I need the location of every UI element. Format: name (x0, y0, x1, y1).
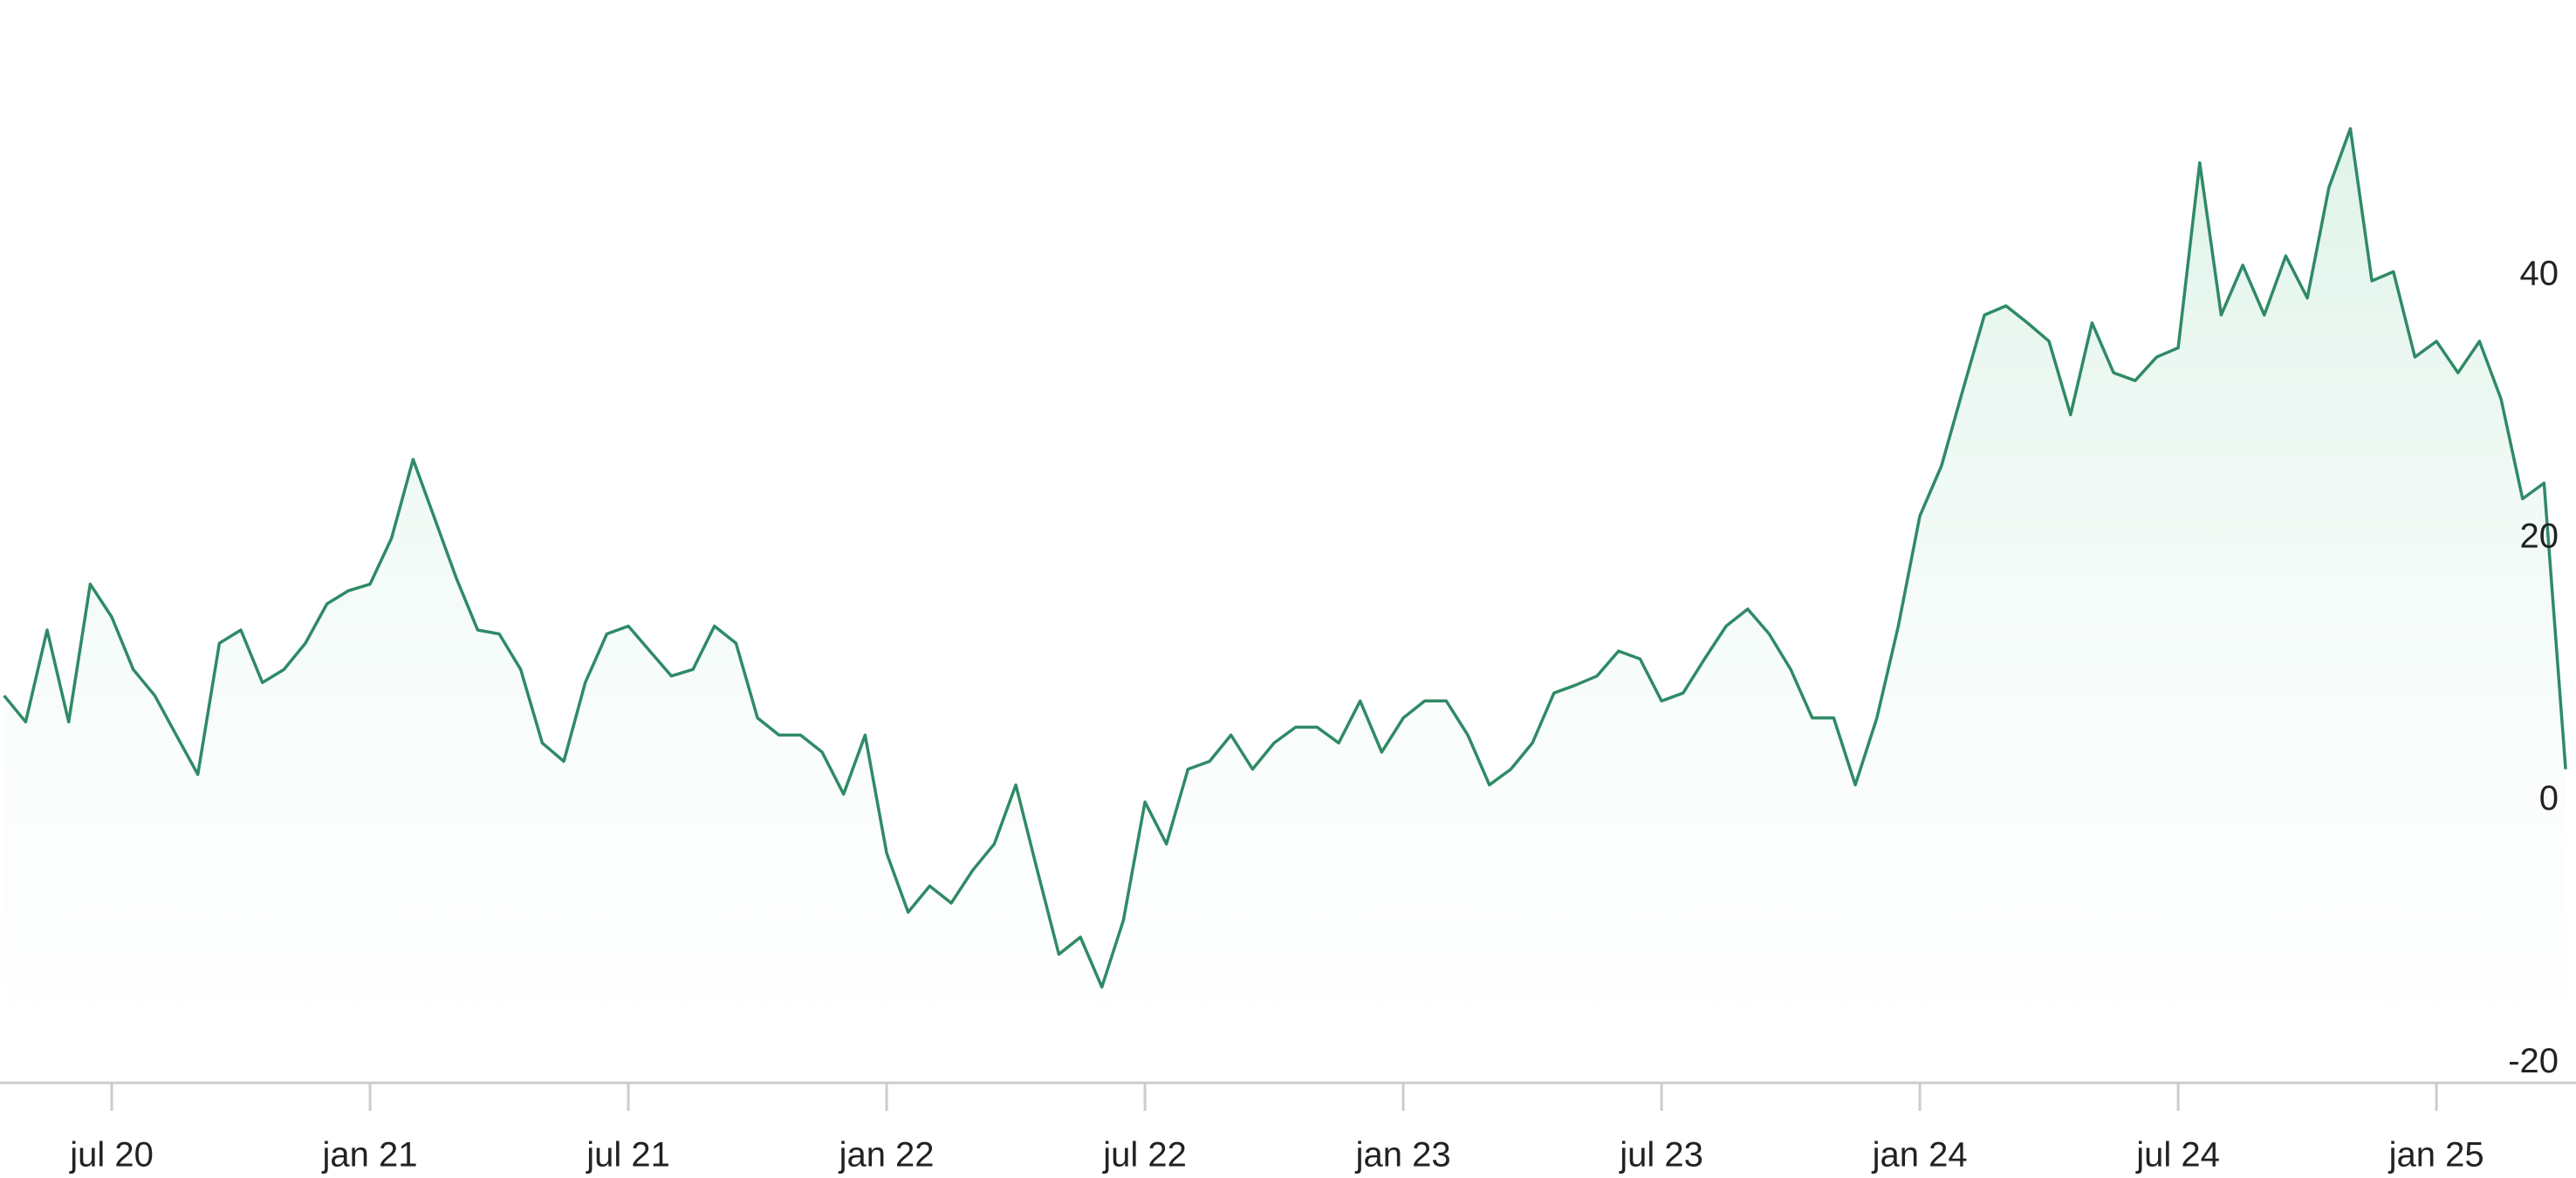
y-tick-label: 40 (2520, 254, 2559, 292)
y-tick-label: 0 (2539, 779, 2559, 818)
x-tick-label: jul 23 (1619, 1136, 1703, 1175)
x-tick-label: jan 24 (1872, 1136, 1968, 1175)
line (3, 127, 2567, 989)
x-tick-label: jul 20 (69, 1136, 154, 1175)
x-tick-label: jan 22 (839, 1136, 935, 1175)
area-fill (3, 128, 2566, 1083)
y-tick-label: -20 (2508, 1042, 2559, 1080)
x-tick-label: jan 21 (322, 1136, 418, 1175)
x-tick-label: jul 24 (2135, 1136, 2220, 1175)
x-tick-label: jan 23 (1355, 1136, 1451, 1175)
x-tick-label: jul 22 (1102, 1136, 1187, 1175)
y-tick-label: 20 (2520, 517, 2559, 555)
x-tick-label: jan 25 (2388, 1136, 2484, 1175)
x-tick-label: jul 21 (586, 1136, 670, 1175)
